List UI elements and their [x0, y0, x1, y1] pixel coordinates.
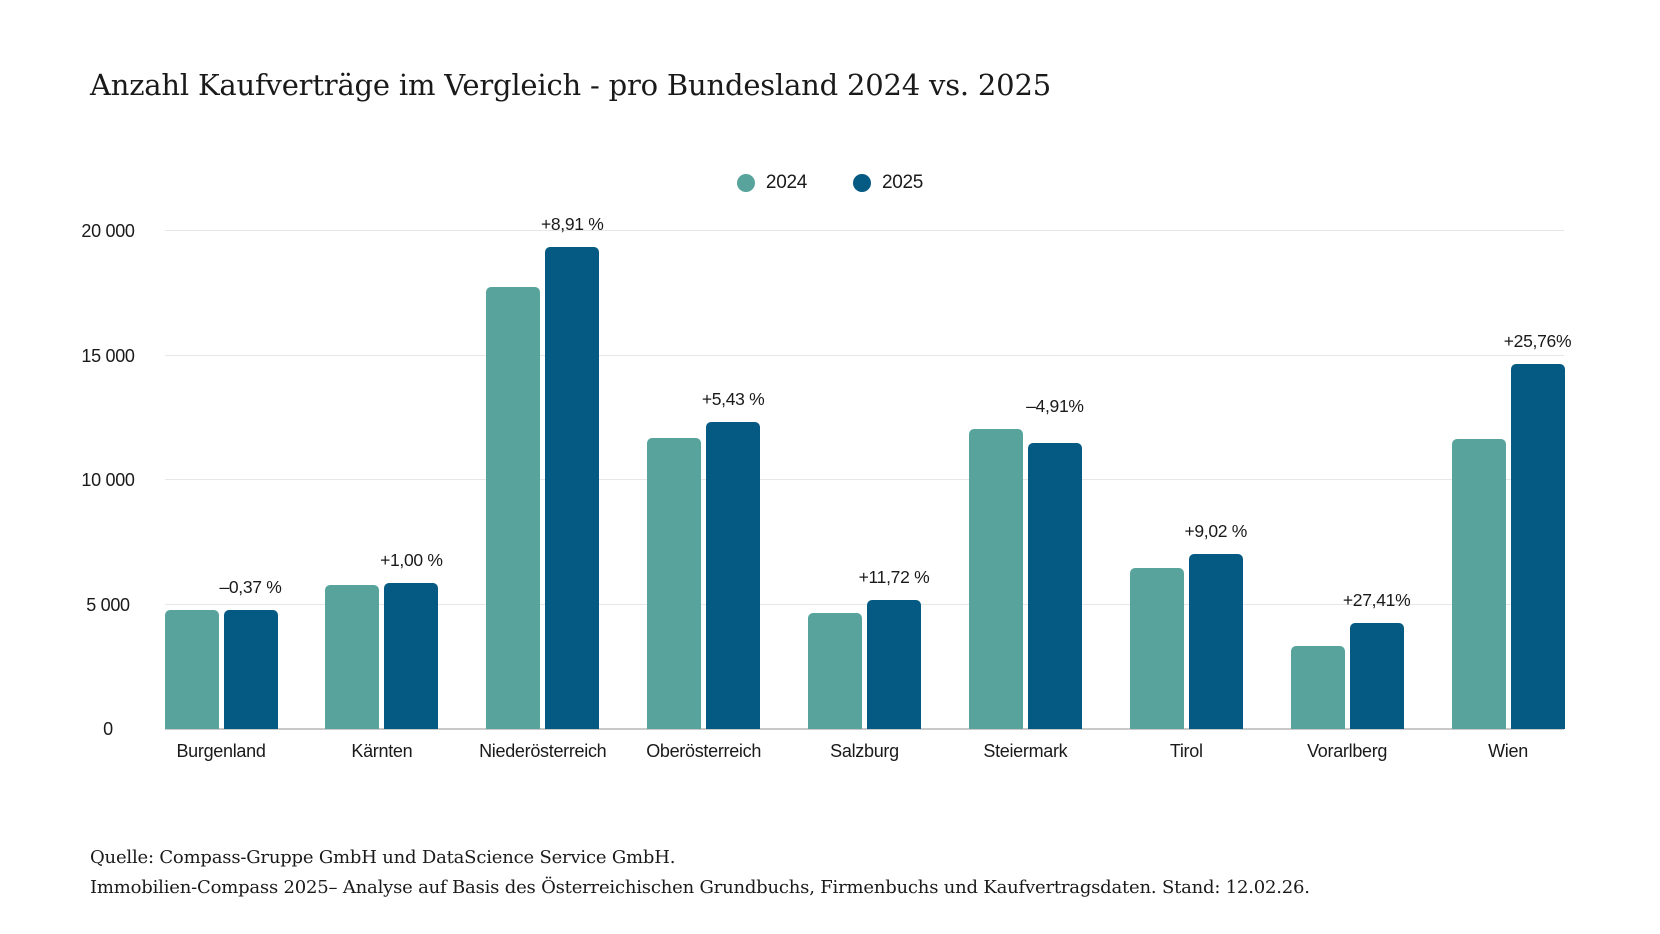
bar-2025 [1027, 443, 1082, 729]
y-tick-label: 20 000 [81, 221, 135, 241]
bar-2024 [1290, 645, 1345, 729]
change-percent-label: +8,91 % [540, 214, 604, 235]
bar-group-niederösterreich: +8,91 % Niederösterreich [463, 214, 623, 761]
change-percent-label: +1,00 % [380, 550, 443, 571]
bar-2024 [1129, 568, 1184, 729]
bar-2024 [647, 437, 702, 729]
y-tick-label: 5 000 [86, 594, 130, 615]
bar-group-salzburg: +11,72 % Salzburg [785, 231, 945, 761]
bar-2025 [223, 610, 278, 729]
change-percent-label: +27,41% [1342, 589, 1411, 610]
gridline [165, 230, 1564, 231]
bar-2025 [867, 599, 921, 729]
legend-item-2025: 2025 [853, 172, 923, 194]
source-footer: Quelle: Compass-Gruppe GmbH und DataScie… [90, 843, 1310, 903]
gridline [165, 479, 1564, 480]
bar-chart-plot-area: 0 5 000 10 000 15 000 20 000 –0,37 % Burgenlan… [81, 214, 1571, 761]
legend-label-2025: 2025 [882, 172, 924, 193]
change-percent-label: +9,02 % [1184, 520, 1248, 541]
y-tick-label: 15 000 [81, 345, 135, 366]
category-label: Niederösterreich [479, 741, 607, 761]
category-label: Kärnten [351, 741, 413, 761]
bar-2024 [1451, 438, 1506, 729]
y-tick-label: 0 [103, 719, 113, 739]
category-label: Tirol [1169, 741, 1203, 761]
legend-label-2024: 2024 [765, 172, 807, 193]
change-percent-label: –0,37 % [219, 576, 282, 597]
bar-2025 [706, 422, 761, 729]
bar-2024 [968, 428, 1023, 729]
bar-2024 [808, 613, 862, 729]
category-label: Salzburg [830, 741, 899, 761]
bar-group-kärnten: +1,00 % Kärnten [302, 231, 462, 761]
category-label: Oberösterreich [646, 741, 762, 761]
bar-group-oberösterreich: +5,43 % Oberösterreich [624, 231, 784, 761]
gridline [165, 603, 1564, 605]
source-line-1: Quelle: Compass-Gruppe GmbH und DataScie… [90, 847, 676, 868]
bar-group-tirol: +9,02 % Tirol [1106, 231, 1266, 761]
bar-2024 [164, 609, 219, 729]
x-axis-baseline [165, 728, 1564, 730]
bar-2025 [1188, 553, 1243, 729]
category-label: Wien [1488, 741, 1528, 761]
bar-group-vorarlberg: +27,41% Vorarlberg [1267, 231, 1427, 761]
gridline [165, 354, 1564, 356]
bar-group-burgenland: –0,37 % Burgenland [141, 231, 301, 761]
bar-2024 [486, 286, 541, 729]
change-percent-label: +25,76% [1503, 331, 1572, 352]
legend-item-2024: 2024 [736, 172, 807, 194]
chart-title: Anzahl Kaufverträge im Vergleich - pro B… [90, 68, 1051, 102]
bar-2025 [384, 583, 439, 729]
category-label: Vorarlberg [1307, 741, 1388, 761]
bar-2025 [1510, 364, 1565, 729]
legend: 2024 2025 [0, 172, 1660, 194]
y-tick-label: 10 000 [81, 470, 135, 490]
bar-2025 [1349, 622, 1404, 729]
change-percent-label: +5,43 % [701, 389, 765, 410]
legend-dot-2024-icon [736, 174, 755, 192]
bar-2025 [545, 247, 600, 729]
source-line-2: Immobilien-Compass 2025– Analyse auf Bas… [90, 877, 1310, 898]
category-label: Burgenland [176, 741, 266, 761]
change-percent-label: +11,72 % [858, 566, 930, 587]
bar-group-steiermark: –4,91% Steiermark [945, 231, 1105, 761]
category-label: Steiermark [983, 741, 1068, 761]
change-percent-label: –4,91% [1026, 395, 1084, 416]
bar-2024 [325, 584, 380, 729]
bar-group-wien: +25,76% Wien [1428, 231, 1588, 761]
legend-dot-2025-icon [853, 174, 871, 192]
